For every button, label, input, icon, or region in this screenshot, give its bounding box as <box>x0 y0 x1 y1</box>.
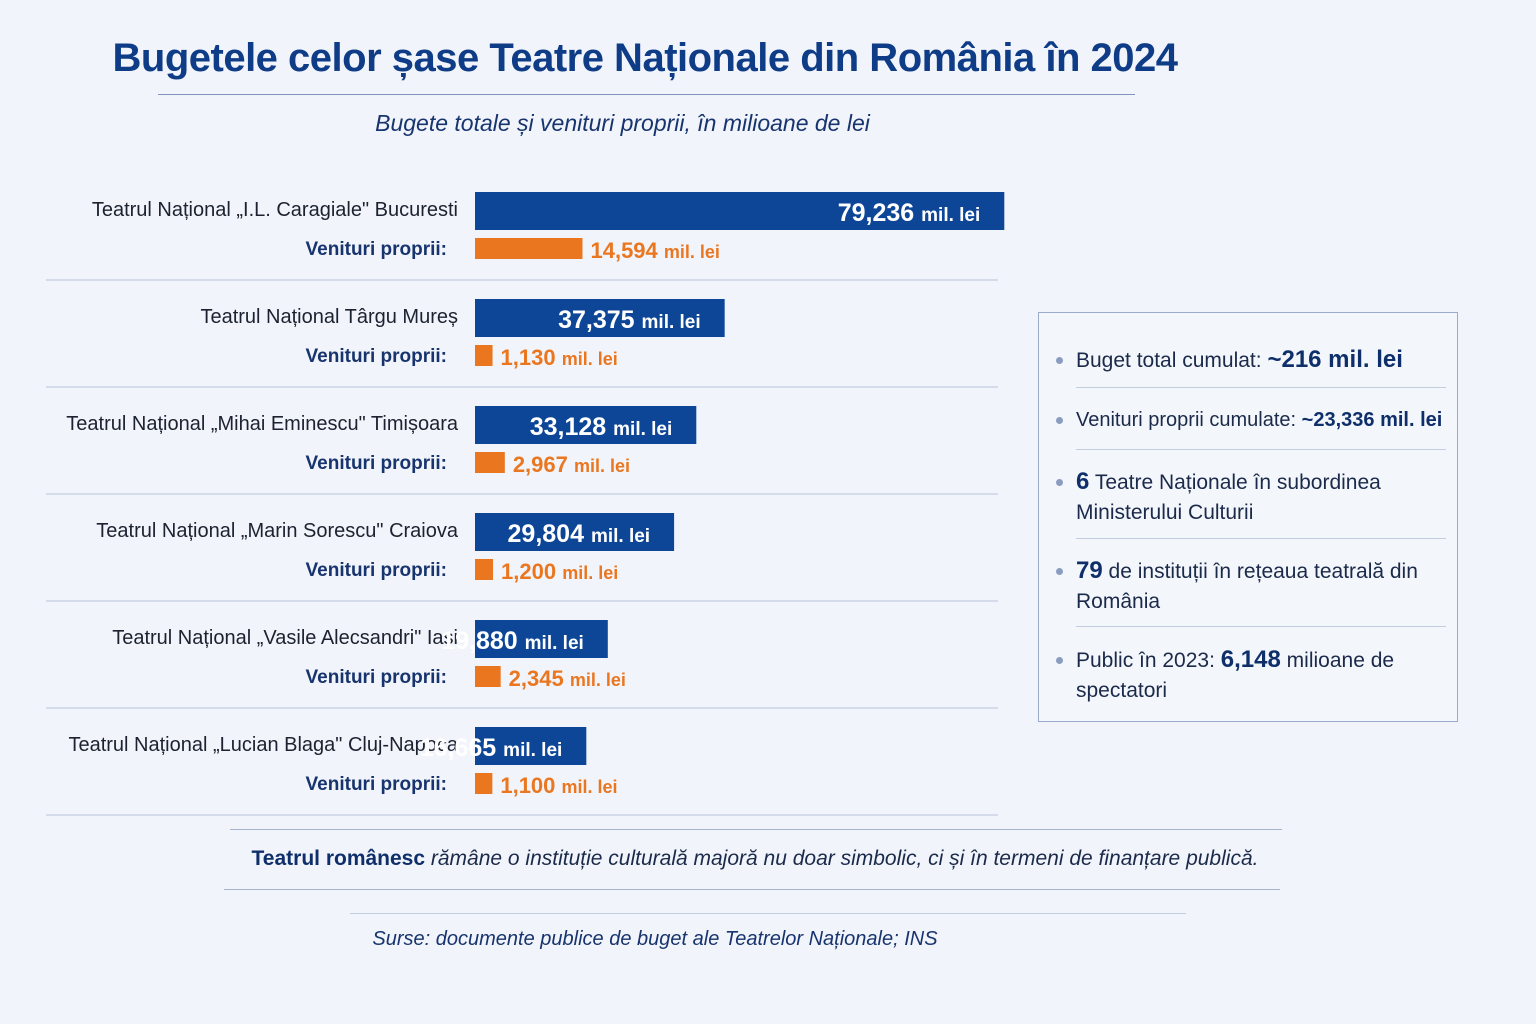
total-value-label: 37,375 mil. lei <box>558 306 701 334</box>
summary-text: de instituții în rețeaua teatrală din Ro… <box>1076 560 1418 613</box>
own-revenue-label: Venituri proprii: <box>306 667 447 688</box>
summary-value: 79 <box>1076 557 1103 584</box>
total-value-label: 19,880 mil. lei <box>441 627 584 655</box>
total-value-label: 16,665 mil. lei <box>420 734 563 762</box>
summary-text: Buget total cumulat: <box>1076 349 1268 372</box>
summary-divider <box>1076 449 1446 450</box>
own-revenue-bar <box>475 345 493 366</box>
summary-item-theatres: 6 Teatre Naționale în subordinea Ministe… <box>1056 467 1448 528</box>
own-revenue-label: Venituri proprii: <box>306 774 447 795</box>
total-value-label: 33,128 mil. lei <box>530 413 673 441</box>
own-revenue-value-label: 2,967 mil. lei <box>513 452 630 477</box>
conclusion-divider-top <box>230 829 1282 830</box>
bullet-icon <box>1056 479 1063 486</box>
total-bar <box>475 192 1005 230</box>
own-revenue-label: Venituri proprii: <box>306 346 447 367</box>
summary-divider <box>1076 538 1446 539</box>
category-label: Teatrul Național „Mihai Eminescu" Timișo… <box>66 413 459 435</box>
bullet-icon <box>1056 417 1063 424</box>
own-revenue-label: Venituri proprii: <box>306 453 447 474</box>
summary-text: milioane de spectatori <box>1076 649 1395 702</box>
summary-divider <box>1076 626 1446 627</box>
summary-item-own-revenue: Venituri proprii cumulate: ~23,336 mil. … <box>1056 405 1448 435</box>
total-value-label: 79,236 mil. lei <box>838 199 981 227</box>
category-label: Teatrul Național „I.L. Caragiale" Bucure… <box>92 199 458 221</box>
total-value-label: 29,804 mil. lei <box>508 520 651 548</box>
own-revenue-bar <box>475 773 493 794</box>
own-revenue-bar <box>475 559 494 580</box>
conclusion-rest: rămâne o instituție culturală majoră nu … <box>425 847 1259 870</box>
conclusion-divider-bottom <box>224 889 1280 890</box>
summary-text: Teatre Naționale în subordinea Ministeru… <box>1076 471 1381 524</box>
summary-item-total-budget: Buget total cumulat: ~216 mil. lei <box>1056 345 1448 376</box>
conclusion-bold: Teatrul românesc <box>251 847 426 870</box>
chart-title: Bugetele celor șase Teatre Naționale din… <box>112 36 1179 80</box>
total-bar <box>475 513 675 551</box>
summary-text: Venituri proprii cumulate: <box>1076 409 1302 431</box>
own-revenue-value-label: 1,100 mil. lei <box>500 773 617 798</box>
bullet-icon <box>1056 657 1063 664</box>
own-revenue-bar <box>475 666 501 687</box>
own-revenue-bar <box>475 452 505 473</box>
own-revenue-value-label: 14,594 mil. lei <box>590 238 719 263</box>
own-revenue-label: Venituri proprii: <box>306 560 447 581</box>
summary-value: 6 <box>1076 468 1090 495</box>
own-revenue-value-label: 2,345 mil. lei <box>509 666 626 691</box>
source-divider <box>350 913 1186 914</box>
category-label: Teatrul Național „Lucian Blaga" Cluj-Nap… <box>68 734 458 756</box>
conclusion-text: Teatrul românesc rămâne o instituție cul… <box>0 847 1510 871</box>
chart-subtitle: Bugete totale și venituri proprii, în mi… <box>375 110 870 136</box>
total-bar <box>475 406 697 444</box>
bar-chart: Teatrul Național „I.L. Caragiale" Bucure… <box>46 192 1005 816</box>
own-revenue-bar <box>475 238 583 259</box>
summary-item-institutions: 79 de instituții în rețeaua teatrală din… <box>1056 556 1448 617</box>
category-label: Teatrul Național Târgu Mureș <box>200 306 458 328</box>
category-label: Teatrul Național „Marin Sorescu" Craiova <box>96 520 459 542</box>
bullet-icon <box>1056 357 1063 364</box>
own-revenue-value-label: 1,200 mil. lei <box>501 559 618 584</box>
total-bar <box>475 727 587 765</box>
summary-value: 6,148 <box>1220 646 1281 673</box>
own-revenue-label: Venituri proprii: <box>306 239 447 260</box>
summary-value: ~23,336 mil. lei <box>1301 409 1443 431</box>
total-bar <box>475 620 608 658</box>
summary-divider <box>1076 387 1446 388</box>
own-revenue-value-label: 1,130 mil. lei <box>501 345 618 370</box>
source-note: Surse: documente publice de buget ale Te… <box>372 928 938 950</box>
bullet-icon <box>1056 568 1063 575</box>
summary-box: Buget total cumulat: ~216 mil. lei Venit… <box>1038 312 1458 722</box>
title-divider <box>158 94 1135 95</box>
summary-item-audience: Public în 2023: 6,148 milioane de specta… <box>1056 645 1448 706</box>
summary-text: Public în 2023: <box>1076 649 1221 672</box>
category-label: Teatrul Național „Vasile Alecsandri" Iaș… <box>112 627 458 649</box>
total-bar <box>475 299 725 337</box>
summary-value: ~216 mil. lei <box>1267 346 1403 373</box>
